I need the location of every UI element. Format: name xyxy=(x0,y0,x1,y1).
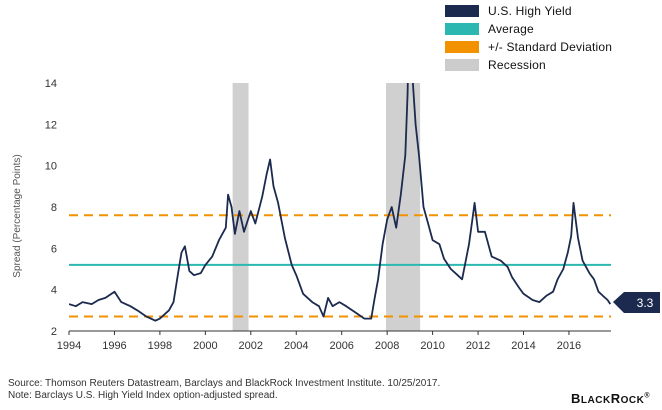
legend-label: U.S. High Yield xyxy=(488,4,572,18)
legend-item-average: Average xyxy=(445,20,660,38)
blackrock-logo: BLACKROCK® xyxy=(571,391,650,406)
legend-label: Average xyxy=(488,22,534,36)
logo-letter-r: R xyxy=(610,391,621,406)
x-tick-label-2010: 2010 xyxy=(420,340,444,352)
legend-swatch-std-dev xyxy=(445,41,479,53)
end-value-tag xyxy=(613,292,660,313)
x-tick-label-2004: 2004 xyxy=(284,340,308,352)
logo-registered: ® xyxy=(644,392,650,400)
recession-bar-0 xyxy=(232,83,249,331)
legend-item-std-dev: +/- Standard Deviation xyxy=(445,38,660,56)
y-tick-label-14: 14 xyxy=(45,78,57,90)
legend: U.S. High Yield Average +/- Standard Dev… xyxy=(445,2,660,74)
legend-label: Recession xyxy=(488,58,546,72)
x-tick-label-2000: 2000 xyxy=(193,340,217,352)
plot-area: 2 4 6 8 10 12 14 1994 1996 1998 2000 2002 2004 2006 20… xyxy=(45,78,611,352)
logo-text-ock: OCK xyxy=(620,395,645,406)
legend-item-recession: Recession xyxy=(445,56,660,74)
y-tick-label-4: 4 xyxy=(51,285,57,297)
logo-text-lack: LACK xyxy=(580,395,611,406)
x-tick-label-2002: 2002 xyxy=(239,340,263,352)
y-tick-label-6: 6 xyxy=(51,243,57,255)
x-tick-label-2012: 2012 xyxy=(466,340,490,352)
logo-letter-b: B xyxy=(571,391,581,406)
x-tick-label-2006: 2006 xyxy=(329,340,353,352)
y-tick-label-10: 10 xyxy=(45,161,57,173)
x-tick-label-2008: 2008 xyxy=(375,340,399,352)
series-line-high-yield xyxy=(69,83,611,322)
end-value-callout: 3.3 xyxy=(613,292,660,313)
legend-swatch-average xyxy=(445,23,479,35)
x-tick-label-1998: 1998 xyxy=(148,340,172,352)
y-tick-label-2: 2 xyxy=(51,326,57,338)
index-note: Note: Barclays U.S. High Yield Index opt… xyxy=(8,390,278,401)
y-tick-label-12: 12 xyxy=(45,119,57,131)
x-tick-label-1994: 1994 xyxy=(57,340,81,352)
legend-swatch-high-yield xyxy=(445,5,479,17)
x-tick-label-2014: 2014 xyxy=(511,340,535,352)
legend-item-high-yield: U.S. High Yield xyxy=(445,2,660,20)
legend-label: +/- Standard Deviation xyxy=(488,40,613,54)
source-note: Source: Thomson Reuters Datastream, Barc… xyxy=(8,378,441,389)
x-tick-label-2016: 2016 xyxy=(557,340,581,352)
y-tick-label-8: 8 xyxy=(51,202,57,214)
y-axis-label: Spread (Percentage Points) xyxy=(12,154,23,277)
footer: Source: Thomson Reuters Datastream, Barc… xyxy=(8,378,440,402)
legend-swatch-recession xyxy=(445,59,479,71)
x-tick-label-1996: 1996 xyxy=(102,340,126,352)
end-value-text: 3.3 xyxy=(637,296,654,310)
